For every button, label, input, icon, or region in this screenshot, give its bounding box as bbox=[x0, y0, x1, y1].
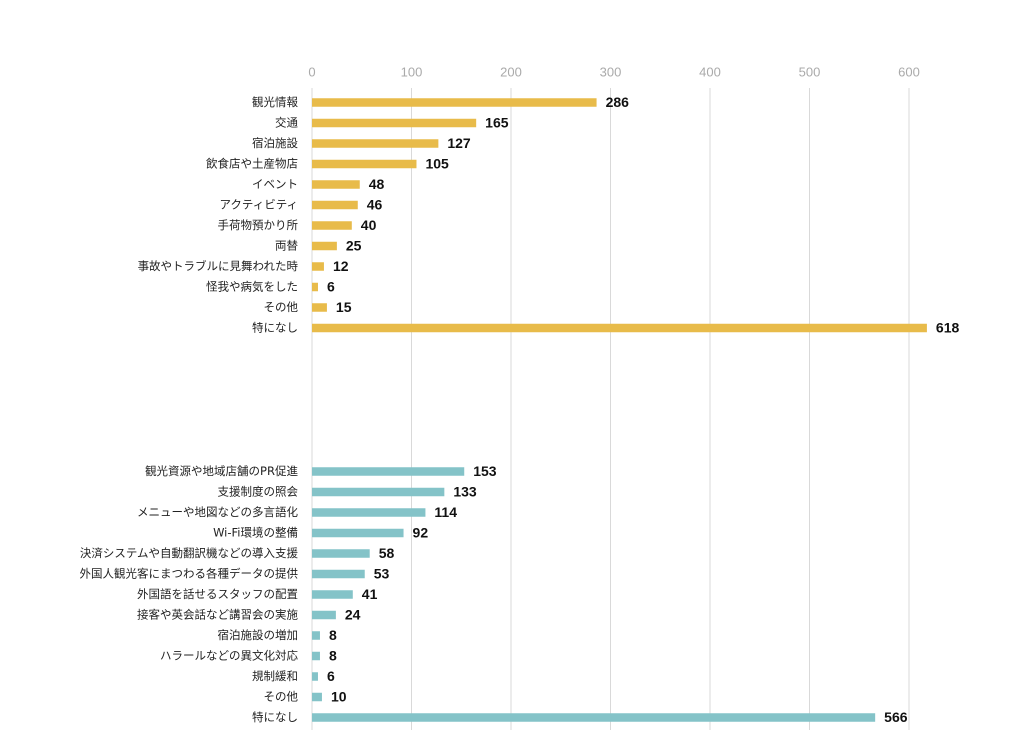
data-label-s0-8: 12 bbox=[333, 258, 349, 274]
data-label-s1-3: 92 bbox=[413, 525, 429, 541]
data-label-s1-0: 153 bbox=[473, 463, 497, 479]
bar-s1-3 bbox=[312, 528, 404, 538]
category-label-s1-1: 支援制度の照会 bbox=[218, 485, 299, 499]
category-label-s1-4: 決済システムや自動翻訳機などの導入支援 bbox=[80, 546, 299, 560]
bar-s1-12 bbox=[312, 713, 876, 722]
data-label-s0-11: 618 bbox=[936, 320, 960, 336]
data-label-s1-8: 8 bbox=[329, 627, 337, 643]
data-label-s0-2: 127 bbox=[447, 135, 471, 151]
bar-s0-8 bbox=[312, 262, 324, 271]
bar-s1-5 bbox=[312, 569, 365, 579]
bar-s0-10 bbox=[312, 303, 327, 312]
x-tick-label-500: 500 bbox=[799, 64, 821, 79]
bar-s0-0 bbox=[312, 98, 597, 107]
category-label-s0-2: 宿泊施設 bbox=[252, 136, 298, 150]
data-label-s1-12: 566 bbox=[884, 709, 908, 725]
data-label-s0-6: 40 bbox=[361, 217, 377, 233]
bar-s1-1 bbox=[312, 487, 445, 497]
bar-s1-7 bbox=[312, 610, 336, 620]
data-label-s1-7: 24 bbox=[345, 607, 361, 623]
bar-s0-3 bbox=[312, 159, 417, 169]
bar-s1-2 bbox=[312, 508, 426, 517]
data-label-s1-9: 8 bbox=[329, 648, 337, 664]
category-label-s1-10: 規制緩和 bbox=[252, 669, 298, 683]
bar-s0-5 bbox=[312, 200, 358, 210]
bar-s0-7 bbox=[312, 241, 337, 251]
x-tick-label-200: 200 bbox=[500, 64, 522, 79]
category-label-s0-9: 怪我や病気をした bbox=[206, 280, 298, 294]
x-tick-label-0: 0 bbox=[308, 64, 315, 79]
category-label-s0-1: 交通 bbox=[275, 116, 298, 130]
bar-s0-9 bbox=[312, 282, 318, 292]
data-label-s0-9: 6 bbox=[327, 279, 335, 295]
data-label-s0-1: 165 bbox=[485, 115, 509, 131]
x-tick-label-300: 300 bbox=[600, 64, 622, 79]
category-label-s0-6: 手荷物預かり所 bbox=[218, 218, 299, 232]
category-label-s0-11: 特になし bbox=[252, 321, 298, 335]
category-label-s0-3: 飲食店や土産物店 bbox=[206, 157, 298, 171]
category-label-s1-6: 外国語を話せるスタッフの配置 bbox=[137, 587, 298, 601]
bar-s0-2 bbox=[312, 139, 439, 148]
bar-s1-8 bbox=[312, 631, 320, 640]
data-label-s1-6: 41 bbox=[362, 586, 378, 602]
data-label-s1-4: 58 bbox=[379, 545, 395, 561]
data-label-s1-1: 133 bbox=[453, 484, 477, 500]
bar-s0-1 bbox=[312, 118, 477, 128]
bar-s1-11 bbox=[312, 692, 322, 702]
category-label-s1-7: 接客や英会話など講習会の実施 bbox=[137, 608, 298, 622]
category-label-s0-7: 両替 bbox=[275, 239, 298, 253]
x-tick-label-600: 600 bbox=[898, 64, 920, 79]
category-label-s1-2: メニューや地図などの多言語化 bbox=[137, 505, 298, 519]
category-label-s1-8: 宿泊施設の増加 bbox=[218, 628, 299, 642]
category-label-s0-10: その他 bbox=[264, 300, 299, 314]
x-tick-label-100: 100 bbox=[401, 64, 423, 79]
category-label-s1-0: 観光資源や地域店舗のPR促進 bbox=[145, 464, 298, 478]
category-label-s1-11: その他 bbox=[264, 690, 299, 704]
data-label-s0-4: 48 bbox=[369, 176, 385, 192]
category-label-s1-12: 特になし bbox=[252, 710, 298, 724]
bar-s1-6 bbox=[312, 590, 353, 599]
category-label-s1-5: 外国人観光客にまつわる各種データの提供 bbox=[80, 567, 299, 581]
category-label-s0-0: 観光情報 bbox=[252, 95, 298, 109]
bar-s1-4 bbox=[312, 549, 370, 558]
category-label-s1-3: Wi-Fi環境の整備 bbox=[213, 526, 298, 540]
data-label-s1-11: 10 bbox=[331, 689, 347, 705]
category-label-s0-5: アクティビティ bbox=[219, 198, 298, 212]
bar-s1-0 bbox=[312, 467, 465, 476]
data-label-s0-7: 25 bbox=[346, 238, 362, 254]
bar-s0-4 bbox=[312, 180, 360, 189]
data-label-s1-5: 53 bbox=[374, 566, 390, 582]
data-label-s1-10: 6 bbox=[327, 668, 335, 684]
category-label-s0-4: イベント bbox=[252, 177, 298, 191]
category-label-s0-8: 事故やトラブルに見舞われた時 bbox=[138, 259, 299, 273]
x-tick-label-400: 400 bbox=[699, 64, 721, 79]
data-label-s0-0: 286 bbox=[606, 94, 630, 110]
bar-s1-10 bbox=[312, 672, 318, 681]
bar-s0-11 bbox=[312, 323, 927, 333]
bar-s1-9 bbox=[312, 651, 320, 661]
data-label-s0-10: 15 bbox=[336, 299, 352, 315]
bar-s0-6 bbox=[312, 221, 352, 230]
category-label-s1-9: ハラールなどの異文化対応 bbox=[160, 649, 298, 663]
data-label-s0-5: 46 bbox=[367, 197, 383, 213]
data-label-s0-3: 105 bbox=[425, 156, 449, 172]
data-label-s1-2: 114 bbox=[434, 504, 457, 520]
